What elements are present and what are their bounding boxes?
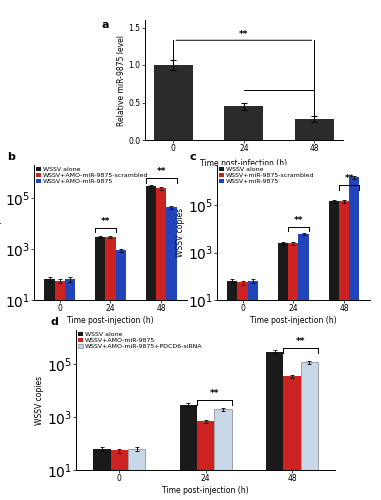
Y-axis label: WSSV copies: WSSV copies bbox=[176, 208, 185, 257]
Y-axis label: Relative miR-9875 level: Relative miR-9875 level bbox=[117, 34, 126, 126]
Bar bbox=[95, 237, 106, 500]
Bar bbox=[93, 448, 111, 500]
Bar bbox=[180, 404, 197, 500]
Bar bbox=[146, 186, 156, 500]
Bar bbox=[227, 280, 237, 500]
X-axis label: Time post-injection (h): Time post-injection (h) bbox=[67, 316, 154, 325]
Text: a: a bbox=[101, 20, 109, 30]
Bar bbox=[154, 65, 193, 140]
Bar bbox=[106, 237, 115, 500]
Bar bbox=[237, 282, 248, 500]
Bar bbox=[115, 250, 126, 500]
X-axis label: Time post-injection (h): Time post-injection (h) bbox=[162, 486, 249, 495]
Bar bbox=[301, 362, 318, 500]
Legend: WSSV alone, WSSV+miR-9875-scrambled, WSSV+miR-9875: WSSV alone, WSSV+miR-9875-scrambled, WSS… bbox=[218, 166, 315, 185]
Bar bbox=[298, 234, 309, 500]
Bar bbox=[65, 280, 75, 500]
Bar bbox=[283, 376, 301, 500]
Text: **: ** bbox=[210, 389, 219, 398]
Bar bbox=[339, 201, 349, 500]
Bar bbox=[45, 280, 54, 500]
Bar bbox=[156, 188, 166, 500]
Text: **: ** bbox=[157, 168, 166, 176]
Bar bbox=[197, 422, 215, 500]
Text: c: c bbox=[190, 152, 196, 162]
Bar bbox=[224, 106, 263, 140]
Bar bbox=[278, 243, 288, 500]
Text: **: ** bbox=[344, 174, 354, 184]
Bar bbox=[54, 281, 65, 500]
Bar bbox=[288, 243, 298, 500]
X-axis label: Time post-injection (h): Time post-injection (h) bbox=[250, 316, 337, 325]
Bar bbox=[248, 280, 258, 500]
Bar bbox=[295, 119, 334, 140]
Bar bbox=[349, 178, 359, 500]
Text: **: ** bbox=[101, 216, 110, 226]
Legend: WSSV alone, WSSV+AMO-miR-9875-scrambled, WSSV+AMO-miR-9875: WSSV alone, WSSV+AMO-miR-9875-scrambled,… bbox=[35, 166, 149, 185]
Y-axis label: WSSV copies: WSSV copies bbox=[0, 208, 2, 257]
Legend: WSSV alone, WSSV+AMO-miR-9875, WSSV+AMO-miR-9875+PDCD6-siRNA: WSSV alone, WSSV+AMO-miR-9875, WSSV+AMO-… bbox=[77, 331, 203, 350]
Text: **: ** bbox=[294, 216, 303, 225]
Text: **: ** bbox=[239, 30, 248, 39]
X-axis label: Time post-infection (h): Time post-infection (h) bbox=[200, 158, 287, 168]
Bar bbox=[266, 352, 283, 500]
Y-axis label: WSSV copies: WSSV copies bbox=[35, 376, 44, 424]
Text: b: b bbox=[7, 152, 15, 162]
Text: **: ** bbox=[296, 338, 306, 346]
Text: d: d bbox=[50, 317, 58, 327]
Bar bbox=[111, 450, 128, 500]
Bar bbox=[128, 448, 145, 500]
Bar bbox=[215, 409, 232, 500]
Bar bbox=[166, 207, 176, 500]
Bar bbox=[329, 201, 339, 500]
